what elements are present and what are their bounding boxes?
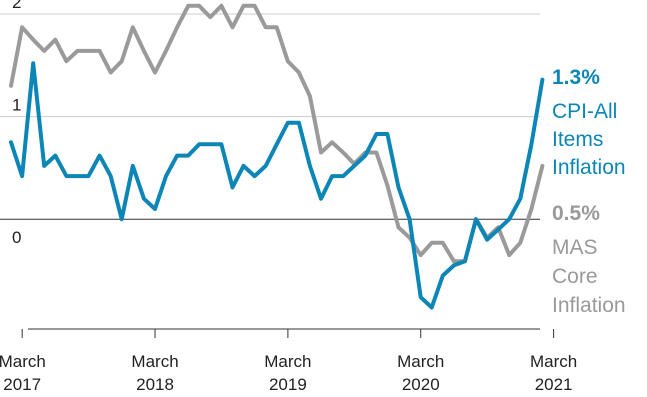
x-tick-label-month: March (0, 352, 46, 371)
y-tick-label: 1 (12, 96, 21, 115)
series-lines (9, 3, 545, 310)
x-tick-label-year: 2018 (136, 375, 174, 394)
x-tick-label-month: March (530, 352, 577, 371)
cpi-name-line-2: Items (552, 128, 603, 151)
x-tick-label-month: March (131, 352, 178, 371)
cpi-series-line (9, 61, 545, 310)
cpi-name-line-3: Inflation (552, 156, 626, 179)
mas-name-line-2: Core (552, 265, 598, 288)
mas-series-line (9, 3, 545, 264)
x-axis-tick-labels: March 2017 March 2018 March 2019 March 2020 Marc… (0, 352, 577, 394)
y-tick-label: 2 (12, 0, 21, 12)
x-tick-label-year: 2017 (3, 375, 41, 394)
y-axis-tick-labels: 2 1 0 (12, 0, 21, 247)
gridlines (0, 13, 540, 220)
x-tick-label-month: March (397, 352, 444, 371)
mas-value-label: 0.5% (552, 202, 600, 225)
cpi-name-line-1: CPI-All (552, 100, 617, 123)
end-of-line-legend: 1.3% CPI-All Items Inflation 0.5% MAS Co… (552, 66, 626, 317)
x-tick-label-month: March (264, 352, 311, 371)
cpi-value-label: 1.3% (552, 66, 600, 89)
x-axis (21, 328, 555, 338)
mas-name-line-3: Inflation (552, 294, 626, 317)
x-tick-label-year: 2020 (402, 375, 440, 394)
y-tick-label: 0 (12, 228, 21, 247)
x-tick-label-year: 2021 (535, 375, 573, 394)
mas-name-line-1: MAS (552, 236, 598, 259)
x-tick-label-year: 2019 (269, 375, 307, 394)
